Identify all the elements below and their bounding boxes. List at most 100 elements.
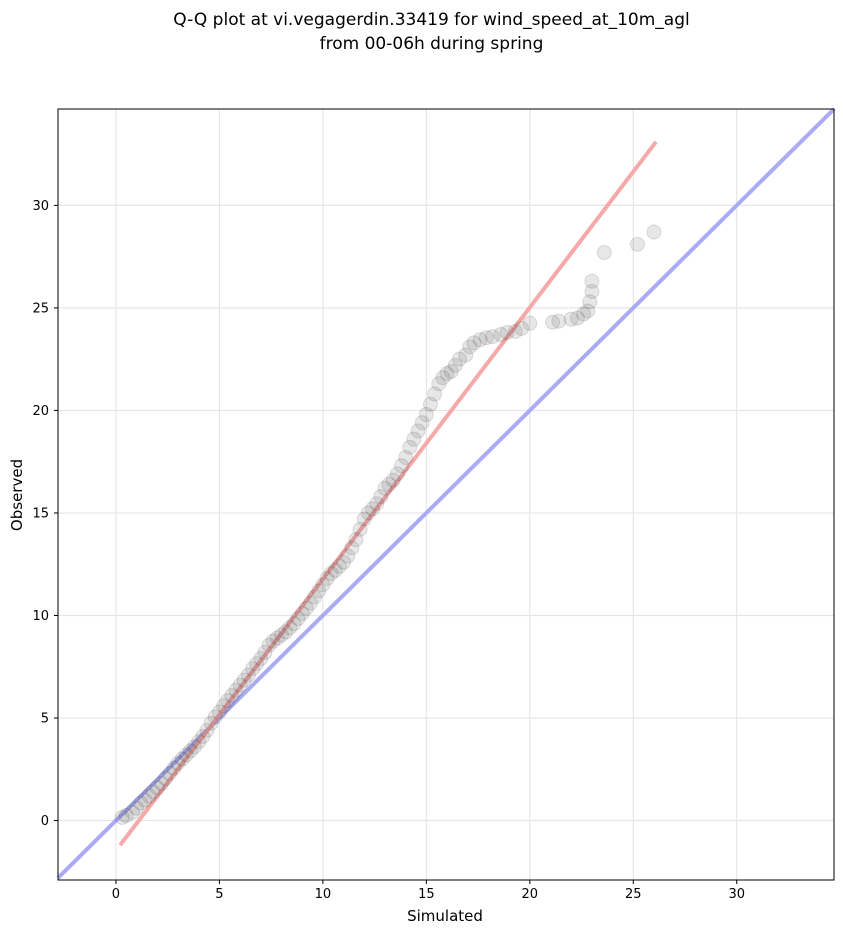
chart-title-line1: Q-Q plot at vi.vegagerdin.33419 for wind… [173,10,690,30]
data-point-65 [385,472,401,488]
data-point-91 [514,320,530,336]
y-tick-label-10: 10 [32,609,49,624]
data-point-52 [331,558,347,574]
data-point-87 [485,329,501,345]
data-point-38 [273,627,289,643]
data-point-48 [315,577,331,593]
data-point-64 [381,476,397,492]
data-point-16 [182,743,198,759]
identity-line [56,107,836,880]
data-point-2 [124,804,140,820]
data-point-42 [290,611,306,627]
x-tick-label-15: 15 [418,887,435,902]
plot-frame [57,108,835,881]
chart-title: Q-Q plot at vi.vegagerdin.33419 for wind… [0,8,843,56]
data-point-84 [466,335,482,351]
data-point-59 [360,505,376,521]
y-axis-label: Observed [8,459,26,531]
data-point-15 [178,747,194,763]
data-point-104 [646,224,662,240]
data-point-60 [365,501,381,517]
data-point-74 [422,396,438,412]
data-point-45 [302,595,318,611]
data-point-46 [307,589,323,605]
data-point-57 [352,521,368,537]
data-point-6 [141,788,157,804]
y-tick-label-30: 30 [32,199,49,214]
chart-title-line2: from 00-06h during spring [319,34,544,54]
x-tick-label-25: 25 [625,887,642,902]
y-tick-label-20: 20 [32,404,49,419]
data-point-98 [580,303,596,319]
data-point-67 [394,458,410,474]
data-point-18 [191,734,207,750]
data-point-0 [114,809,130,825]
data-point-56 [348,532,364,548]
data-point-80 [447,357,463,373]
data-point-69 [402,439,418,455]
data-point-85 [472,332,488,348]
data-point-44 [298,600,314,616]
data-point-37 [269,630,285,646]
data-point-54 [340,548,356,564]
data-point-21 [203,715,219,731]
data-point-96 [569,310,585,326]
y-tick-label-5: 5 [41,712,49,727]
data-point-81 [451,351,467,367]
data-point-99 [582,294,598,310]
data-point-95 [563,311,579,327]
data-point-41 [286,616,302,632]
data-point-68 [398,450,414,466]
data-point-93 [545,314,561,330]
data-point-90 [507,323,523,339]
data-point-102 [596,245,612,261]
data-point-31 [245,661,261,677]
data-point-27 [228,682,244,698]
data-point-3 [129,800,145,816]
data-point-34 [257,644,273,660]
y-tick-label-25: 25 [32,301,49,316]
x-tick-label-10: 10 [315,887,332,902]
data-point-39 [278,624,294,640]
data-point-61 [369,496,385,512]
y-tick-label-15: 15 [32,506,49,521]
data-point-1 [118,807,134,823]
reference-lines [56,107,836,880]
data-point-17 [187,739,203,755]
data-point-58 [356,511,372,527]
data-point-73 [418,407,434,423]
data-point-32 [249,656,265,672]
data-point-29 [236,672,252,688]
data-point-94 [551,313,567,329]
data-point-8 [149,780,165,796]
data-point-51 [327,562,343,578]
data-point-103 [629,236,645,252]
data-point-40 [282,620,298,636]
data-point-72 [414,415,430,431]
x-tick-label-20: 20 [522,887,539,902]
data-point-20 [199,722,215,738]
data-point-66 [389,466,405,482]
grid [58,109,834,880]
data-point-43 [294,605,310,621]
data-point-11 [162,765,178,781]
data-point-97 [576,306,592,322]
data-point-25 [220,693,236,709]
data-point-78 [439,366,455,382]
data-point-14 [174,751,190,767]
data-point-50 [323,565,339,581]
x-tick-label-30: 30 [728,887,745,902]
data-point-70 [406,431,422,447]
data-point-53 [336,554,352,570]
data-points [114,224,662,825]
y-tick-label-0: 0 [41,814,49,829]
data-point-30 [240,667,256,683]
axis-ticks: 0 5 10 15 20 25 30 0 5 10 15 20 25 30 [32,199,745,902]
data-point-9 [153,776,169,792]
data-point-89 [499,325,515,341]
data-point-33 [253,651,269,667]
data-point-7 [145,784,161,800]
data-point-5 [137,792,153,808]
data-point-13 [170,755,186,771]
data-point-101 [584,273,600,289]
